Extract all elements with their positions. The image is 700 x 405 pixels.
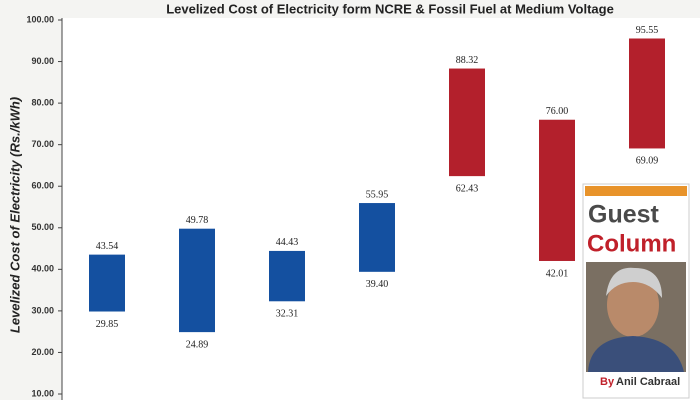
bar xyxy=(629,38,665,149)
bar xyxy=(89,254,125,312)
value-label: 69.09 xyxy=(636,156,659,167)
value-label: 44.43 xyxy=(276,237,299,248)
bar xyxy=(179,228,215,333)
y-tick-label: 40.00 xyxy=(31,264,54,274)
byline-prefix: By xyxy=(600,376,615,388)
bar xyxy=(539,119,575,261)
value-label: 43.54 xyxy=(96,241,119,252)
author: Anil Cabraal xyxy=(616,376,680,388)
y-tick-label: 30.00 xyxy=(31,305,54,315)
value-label: 39.40 xyxy=(366,279,389,290)
value-label: 49.78 xyxy=(186,215,209,226)
y-tick-label: 20.00 xyxy=(31,347,54,357)
overlay-strip xyxy=(585,186,687,196)
value-label: 88.32 xyxy=(456,55,479,66)
chart-title: Levelized Cost of Electricity form NCRE … xyxy=(166,1,614,16)
photo-shirt xyxy=(588,336,684,372)
bar xyxy=(269,250,305,302)
y-axis-label: Levelized Cost of Electricity (Rs./kWh) xyxy=(7,97,22,333)
overlay-title: Column xyxy=(587,230,676,257)
value-label: 55.95 xyxy=(366,189,389,200)
value-label: 62.43 xyxy=(456,183,479,194)
y-tick-label: 50.00 xyxy=(31,222,54,232)
value-label: 42.01 xyxy=(546,268,569,279)
value-label: 29.85 xyxy=(96,319,119,330)
y-tick-label: 100.00 xyxy=(26,14,54,24)
value-label: 24.89 xyxy=(186,339,209,350)
photo-face xyxy=(607,273,659,337)
y-tick-label: 90.00 xyxy=(31,56,54,66)
y-tick-label: 10.00 xyxy=(31,388,54,398)
bar xyxy=(449,68,485,177)
guest-column: Guest Column By Anil Cabraal xyxy=(582,183,690,399)
value-label: 76.00 xyxy=(546,106,569,117)
y-tick-label: 60.00 xyxy=(31,181,54,191)
photo-hair xyxy=(606,267,662,298)
value-label: 95.55 xyxy=(636,25,659,36)
bar xyxy=(359,203,395,272)
value-label: 32.31 xyxy=(276,309,299,320)
y-tick-label: 70.00 xyxy=(31,139,54,149)
overlay-title: Guest xyxy=(588,201,660,229)
y-tick-label: 80.00 xyxy=(31,97,54,107)
